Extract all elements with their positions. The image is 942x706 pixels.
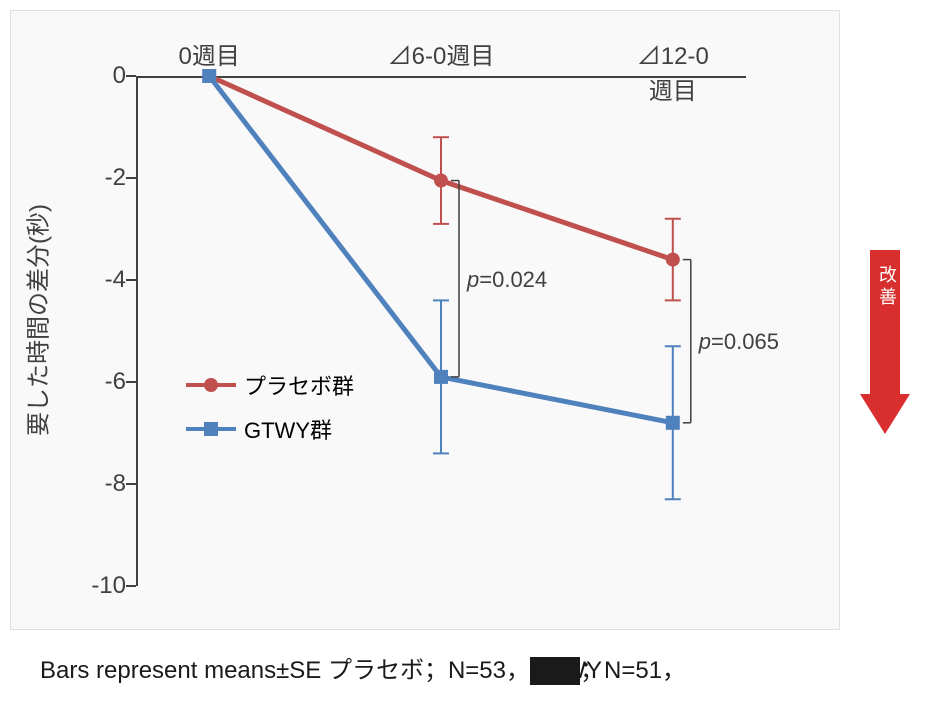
caption-obscured: GTWY bbox=[530, 657, 580, 685]
y-tick-label: -2 bbox=[66, 164, 126, 192]
plot-area: 0-2-4-6-8-10 0週目⊿6-0週目⊿12-0週目 p=0.024p=0… bbox=[136, 76, 746, 586]
caption-suffix: ；N=51， bbox=[580, 657, 686, 684]
chart-panel: 要した時間の差分(秒) 0-2-4-6-8-10 0週目⊿6-0週目⊿12-0週… bbox=[10, 10, 840, 630]
y-tick bbox=[126, 483, 136, 485]
arrow-head-icon bbox=[860, 394, 910, 434]
x-tick-label: ⊿6-0週目 bbox=[388, 36, 495, 71]
y-tick bbox=[126, 585, 136, 587]
y-tick-label: -6 bbox=[66, 368, 126, 396]
legend-item: GTWY群 bbox=[186, 413, 354, 445]
circle-marker-icon bbox=[204, 378, 218, 392]
arrow-label: 改善 bbox=[870, 265, 900, 309]
legend: プラセボ群 GTWY群 bbox=[186, 369, 354, 457]
y-tick bbox=[126, 177, 136, 179]
caption-prefix: Bars represent means±SE プラセボ；N=53， bbox=[40, 657, 530, 684]
y-tick-label: -8 bbox=[66, 470, 126, 498]
legend-item: プラセボ群 bbox=[186, 369, 354, 401]
y-tick bbox=[126, 279, 136, 281]
p-value-label: p=0.024 bbox=[467, 267, 547, 293]
y-axis-title: 要した時間の差分(秒) bbox=[19, 204, 54, 436]
y-tick-label: 0 bbox=[66, 62, 126, 90]
legend-label: プラセボ群 bbox=[244, 369, 354, 401]
plot-svg bbox=[136, 76, 746, 586]
y-tick bbox=[126, 381, 136, 383]
square-marker-icon bbox=[204, 422, 218, 436]
y-tick-label: -4 bbox=[66, 266, 126, 294]
caption: Bars represent means±SE プラセボ；N=53，GTWY；N… bbox=[40, 650, 686, 685]
legend-line-icon bbox=[186, 427, 236, 431]
x-tick-label: 0週目 bbox=[179, 36, 240, 71]
p-value-label: p=0.065 bbox=[699, 329, 779, 355]
y-tick bbox=[126, 75, 136, 77]
improvement-arrow: 改善 bbox=[860, 250, 910, 435]
legend-line-icon bbox=[186, 383, 236, 387]
legend-label: GTWY群 bbox=[244, 413, 332, 445]
y-tick-label: -10 bbox=[66, 572, 126, 600]
